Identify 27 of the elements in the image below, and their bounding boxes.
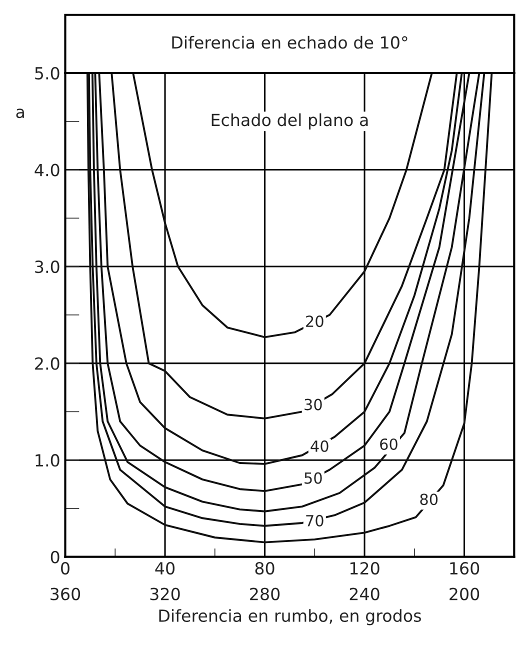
y-tick-label: 1.0	[36, 454, 60, 467]
x-axis-title: Diferencia en rumbo, en grodos	[159, 609, 421, 626]
annotation: 40	[310, 440, 328, 452]
annotation: 50	[304, 472, 322, 484]
x2-tick-label: 200	[450, 588, 480, 600]
x-tick-label: 160	[450, 562, 480, 575]
x-tick-label: 0	[61, 562, 70, 575]
y-tick-label: 2.0	[35, 357, 60, 370]
annotation: 80	[420, 494, 438, 506]
x2-tick-label: 280	[250, 588, 280, 600]
x2-tick-label: 320	[150, 588, 180, 600]
y-tick-label: 3.0	[35, 260, 60, 274]
annotation: 20	[306, 316, 324, 328]
chart-title: Diferencia en echado de 10°	[172, 36, 408, 49]
annotation: 30	[304, 398, 322, 410]
x-tick-label: 40	[155, 562, 175, 575]
x-tick-label: 80	[255, 562, 274, 575]
x-tick-label: 120	[350, 562, 380, 575]
annotation: 70	[306, 514, 324, 526]
y-axis-title: a	[16, 108, 24, 118]
x2-tick-label: 240	[350, 588, 380, 600]
annotation: 60	[380, 438, 398, 450]
y-tick-label: 4.0	[34, 164, 60, 176]
y-tick-label: 5.0	[35, 66, 60, 80]
y-tick-label: 0	[50, 550, 60, 564]
x2-tick-label: 360	[50, 588, 80, 600]
annotation: Echado del plano a	[212, 113, 368, 130]
